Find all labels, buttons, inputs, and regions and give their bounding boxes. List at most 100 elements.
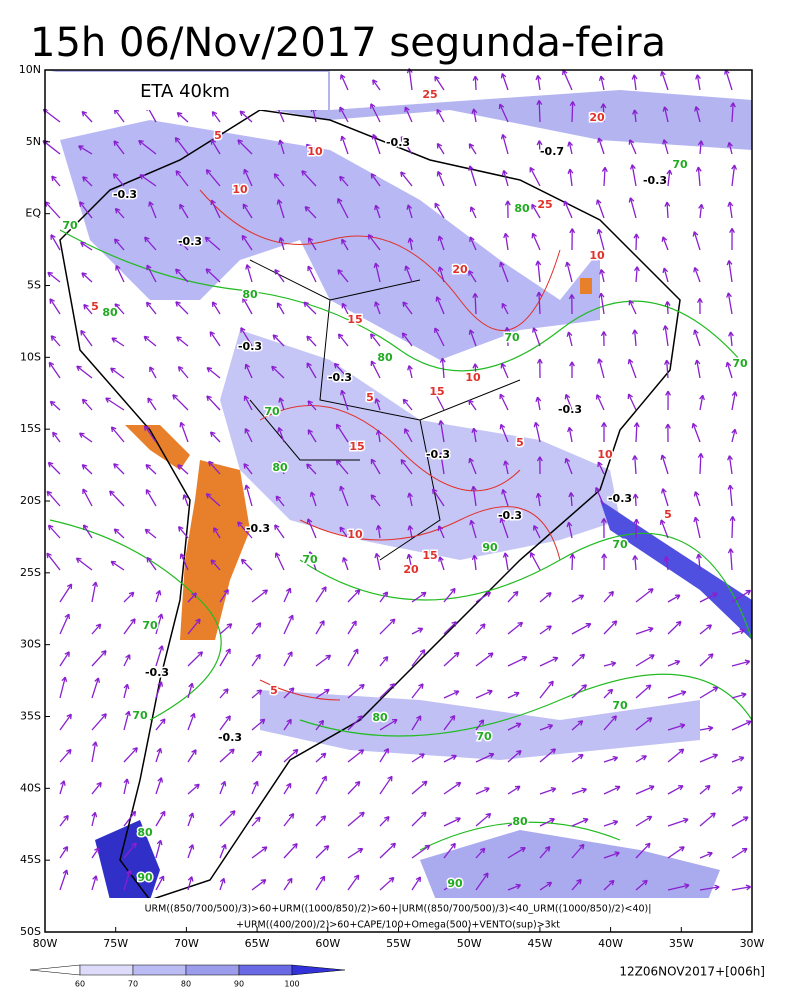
wind-vector <box>434 75 445 91</box>
contour-label: 20 <box>403 563 419 576</box>
wind-vector <box>435 296 445 315</box>
wind-vector <box>283 813 295 827</box>
wind-vector <box>205 268 221 283</box>
wind-vector <box>664 423 671 443</box>
wind-vector <box>699 884 720 891</box>
wind-vector <box>632 555 639 571</box>
wind-vector <box>155 810 166 827</box>
wind-vector <box>59 780 66 795</box>
wind-vector <box>374 301 381 315</box>
wind-vector <box>370 333 381 347</box>
wind-vector <box>47 524 61 539</box>
wind-vector <box>123 842 137 859</box>
wind-vector <box>144 236 157 251</box>
wind-vector <box>52 431 61 443</box>
wind-vector <box>304 206 317 219</box>
wind-vector <box>138 139 157 155</box>
contour-label: 90 <box>447 877 463 890</box>
wind-vector <box>337 269 349 283</box>
wind-vector <box>76 365 93 379</box>
wind-vector <box>595 199 605 219</box>
wind-vector <box>123 869 132 891</box>
wind-vector <box>507 656 528 667</box>
wind-vector <box>439 357 446 379</box>
wind-vector <box>468 270 477 283</box>
wind-vector <box>115 265 125 283</box>
wind-vector <box>123 591 135 603</box>
wind-vector <box>371 133 381 155</box>
wind-vector <box>661 488 669 507</box>
wind-vector <box>533 525 541 539</box>
wind-vector <box>472 292 479 315</box>
wind-vector <box>379 842 397 859</box>
wind-vector <box>411 649 426 667</box>
wind-vector <box>123 710 131 731</box>
wind-vector <box>501 302 509 315</box>
wind-vector <box>243 168 253 187</box>
wind-vector <box>91 581 98 603</box>
wind-vector <box>569 101 576 123</box>
wind-vector <box>468 329 477 347</box>
wind-vector <box>535 492 542 507</box>
wind-vector <box>219 589 229 603</box>
contour-label: 80 <box>272 461 288 474</box>
wind-vector <box>471 108 478 123</box>
wind-vector <box>699 753 719 763</box>
wind-vector <box>379 655 389 667</box>
wind-vector <box>437 235 445 251</box>
contour-label: 70 <box>672 158 688 171</box>
wind-vector <box>571 622 592 635</box>
wind-vector <box>315 719 325 731</box>
contour-label: 70 <box>264 405 280 418</box>
wind-vector <box>379 775 393 795</box>
wind-vector <box>187 682 194 699</box>
contour-label: 80 <box>372 711 388 724</box>
wind-vector <box>567 426 573 443</box>
wind-vector <box>176 336 189 347</box>
borders <box>249 259 521 561</box>
wind-vector <box>468 399 477 411</box>
wind-vector <box>566 521 573 539</box>
wind-vector <box>729 102 736 123</box>
wind-vector <box>627 393 637 411</box>
wind-vector <box>443 690 460 699</box>
wind-vector <box>283 587 292 603</box>
wind-vector <box>144 528 157 539</box>
contour-label: 70 <box>302 553 318 566</box>
wind-vector <box>571 720 584 731</box>
wind-vector <box>283 877 293 891</box>
wind-vector <box>337 198 349 219</box>
wind-vector <box>411 591 427 603</box>
wind-vector <box>539 748 557 763</box>
wind-vector <box>529 552 541 571</box>
wind-vector <box>469 236 477 251</box>
wind-vector <box>667 594 681 603</box>
wind-vector <box>569 553 576 571</box>
formula-line: URM((850/700/500)/3)>60+URM((1000/850)/2… <box>145 904 652 915</box>
colorbar-label: 90 <box>234 980 244 989</box>
wind-vector <box>566 331 573 347</box>
wind-vector <box>536 99 543 123</box>
wind-vector <box>274 268 285 283</box>
contour-label: 70 <box>476 730 492 743</box>
colorbar-label: 80 <box>181 980 191 989</box>
wind-vector <box>237 139 253 155</box>
wind-vector <box>504 200 511 219</box>
wind-vector <box>283 782 292 795</box>
wind-vector <box>347 648 359 667</box>
wind-vector <box>307 237 317 251</box>
wind-vector <box>219 623 233 635</box>
wind-vector <box>502 552 509 571</box>
wind-vector <box>91 847 100 859</box>
contour-label: 25 <box>537 198 552 211</box>
wind-vector <box>406 553 413 571</box>
wind-vector <box>78 145 93 155</box>
wind-vector <box>571 753 584 763</box>
wind-vector <box>243 463 253 475</box>
wind-vector <box>436 170 445 187</box>
wind-vector <box>443 754 457 763</box>
contour-label: 10 <box>597 448 613 461</box>
wind-vector <box>433 389 445 411</box>
wind-vector <box>187 592 197 603</box>
wind-vector <box>347 811 365 827</box>
